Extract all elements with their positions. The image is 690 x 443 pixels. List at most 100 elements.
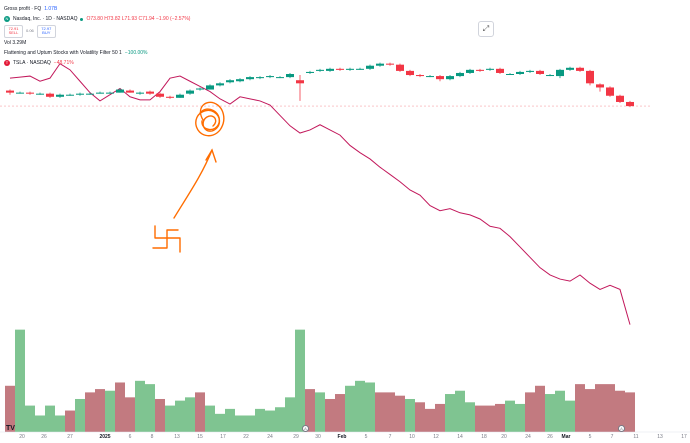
candle-body (376, 63, 384, 66)
x-tick-label: 17 (681, 434, 687, 440)
candle (196, 87, 204, 91)
candle (36, 92, 44, 95)
x-tick-label: 2025 (99, 434, 111, 440)
candle (466, 68, 474, 74)
chart-legend: Gross profit · FQ 1.07B N Nasdaq, Inc. ·… (4, 4, 190, 68)
x-tick-label: 29 (293, 434, 299, 440)
candle (256, 76, 264, 80)
compare-value: −48.71% (53, 59, 74, 66)
candle-body (566, 67, 574, 70)
candle-body (146, 91, 154, 94)
candle (616, 94, 624, 103)
indicator-name[interactable]: Flattening and Uptum Stocks with Volatil… (4, 49, 122, 56)
volume-bar (205, 405, 215, 432)
volume-bar (575, 384, 585, 432)
volume-bar (145, 384, 155, 432)
volume-bar (95, 389, 105, 432)
candle-body (246, 77, 254, 80)
candle (236, 78, 244, 83)
market-open-status-icon (80, 17, 84, 21)
legend-symbol[interactable]: Nasdaq, Inc. · 1D · NASDAQ (13, 15, 78, 22)
candle (146, 90, 154, 95)
candle (166, 95, 174, 99)
candle (126, 89, 134, 93)
candle (276, 76, 284, 79)
x-tick-label: Mar (561, 434, 571, 440)
event-marker-icon[interactable]: A (302, 425, 309, 432)
sell-button[interactable]: 72.91 SELL (4, 24, 23, 38)
dividend-marker-icon[interactable]: A (618, 425, 625, 432)
candle-body (356, 68, 364, 70)
volume-bar (335, 394, 345, 432)
volume-bar (165, 405, 175, 432)
volume-bar (445, 394, 455, 432)
candle (286, 72, 294, 79)
volume-bar (255, 408, 265, 432)
candle (366, 64, 374, 70)
candle (186, 89, 194, 95)
candle-body (596, 84, 604, 88)
freehand-drawing[interactable] (152, 101, 225, 253)
buy-button[interactable]: 72.97 BUY (36, 24, 56, 38)
candle-body (346, 68, 354, 70)
legend-symbol-row: N Nasdaq, Inc. · 1D · NASDAQ O73.80 H73.… (4, 14, 190, 24)
legend-title[interactable]: Gross profit · FQ (4, 5, 42, 12)
candle-body (536, 70, 544, 74)
candle (226, 79, 234, 84)
candle-body (416, 75, 424, 77)
candle (436, 75, 444, 82)
candle (296, 75, 304, 101)
candle (496, 67, 504, 74)
expand-icon[interactable]: ⤢ (478, 21, 494, 37)
candle-body (206, 85, 214, 90)
candle-body (456, 72, 464, 77)
spread-value: 0.06 (26, 28, 34, 33)
candle (96, 91, 104, 94)
candle-body (96, 92, 104, 94)
volume-bar (45, 405, 55, 432)
x-tick-label: 18 (481, 434, 487, 440)
volume-bar (295, 329, 305, 432)
legend-ohlc: O73.80 H73.82 L71.93 C71.94 −1.90 (−2.57… (86, 15, 191, 22)
candle-body (436, 76, 444, 80)
candle (66, 93, 74, 96)
candle-body (126, 90, 134, 93)
volume-bar (185, 397, 195, 432)
compare-symbol[interactable]: TSLA · NASDAQ (13, 59, 51, 66)
candle (56, 93, 64, 98)
volume-bar (315, 392, 325, 432)
candle-body (26, 92, 34, 94)
candle-body (196, 88, 204, 90)
candle (506, 72, 514, 76)
x-tick-label: 5 (588, 434, 592, 440)
candle-body (36, 93, 44, 95)
candle-body (216, 83, 224, 86)
candle (266, 75, 274, 79)
volume-bar (485, 405, 495, 432)
tradingview-logo-icon[interactable]: TV (6, 425, 15, 432)
candle (336, 67, 344, 71)
buy-sell-row: 72.91 SELL 0.06 72.97 BUY (4, 24, 190, 38)
candle (486, 67, 494, 71)
candle-body (6, 90, 14, 93)
volume-bar (435, 403, 445, 432)
candle-body (516, 71, 524, 74)
indicator-value: −100.00% (124, 49, 148, 56)
volume-bar (55, 415, 65, 432)
candle-body (496, 68, 504, 73)
candle-body (406, 70, 414, 76)
candle-body (296, 80, 304, 84)
candle (396, 63, 404, 72)
volume-bar (195, 392, 205, 432)
candle-body (226, 80, 234, 83)
candle-body (266, 76, 274, 78)
candle (576, 66, 584, 72)
volume-label[interactable]: Vol 3.29M (4, 39, 27, 46)
buy-label: BUY (42, 30, 51, 35)
candle (606, 86, 614, 97)
volume-bar (35, 415, 45, 432)
candle-body (426, 76, 434, 78)
x-tick-label: 22 (243, 434, 249, 440)
candle-body (526, 70, 534, 72)
